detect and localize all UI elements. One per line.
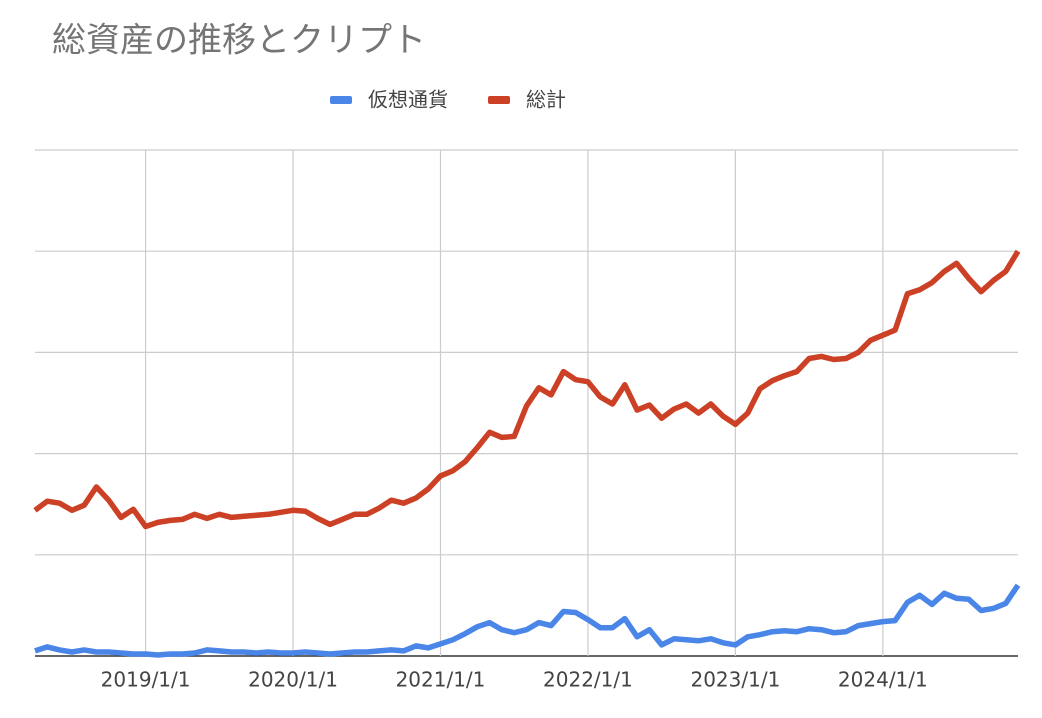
line-series: [34, 583, 1021, 658]
x-tick-label: 2023/1/1: [690, 668, 780, 692]
chart-title: 総資産の推移とクリプト: [52, 21, 426, 61]
x-tick-label: 2020/1/1: [248, 668, 338, 692]
legend-swatch: [330, 96, 352, 104]
legend-swatch: [488, 96, 510, 104]
x-tick-label: 2022/1/1: [543, 668, 633, 692]
x-tick-label: 2024/1/1: [838, 668, 928, 692]
line-series: [33, 249, 1021, 530]
x-tick-label: 2019/1/1: [101, 668, 191, 692]
legend-label: 総計: [526, 88, 566, 112]
legend-label: 仮想通貨: [368, 88, 448, 112]
x-tick-label: 2021/1/1: [396, 668, 486, 692]
